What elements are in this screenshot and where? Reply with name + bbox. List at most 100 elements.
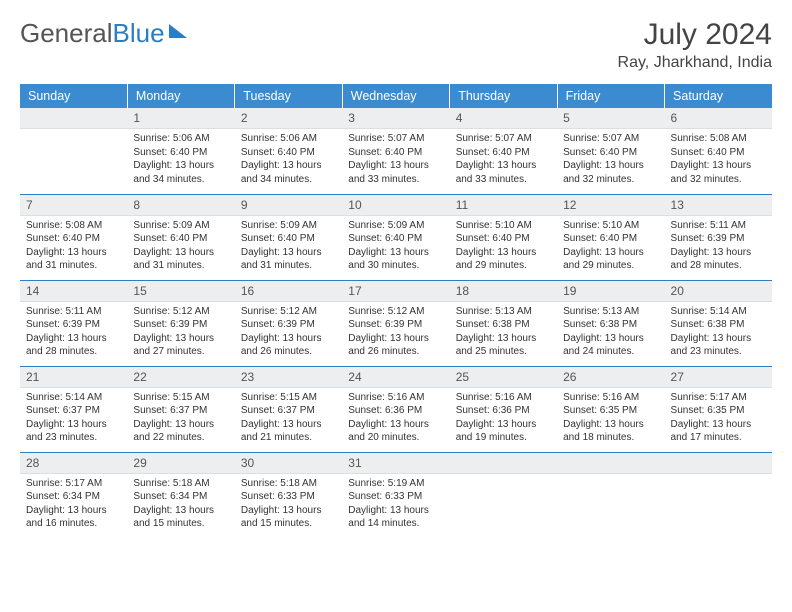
calendar-day-cell: 14Sunrise: 5:11 AMSunset: 6:39 PMDayligh… [20,280,127,366]
day-dl2: and 20 minutes. [348,431,443,445]
day-body: Sunrise: 5:07 AMSunset: 6:40 PMDaylight:… [557,129,664,192]
day-ss: Sunset: 6:34 PM [133,490,228,504]
day-dl2: and 16 minutes. [26,517,121,531]
day-dl2: and 15 minutes. [133,517,228,531]
day-number: 26 [557,367,664,388]
day-dl2: and 28 minutes. [26,345,121,359]
day-sr: Sunrise: 5:15 AM [133,391,228,405]
calendar-day-cell: 29Sunrise: 5:18 AMSunset: 6:34 PMDayligh… [127,452,234,538]
calendar-day-cell: 19Sunrise: 5:13 AMSunset: 6:38 PMDayligh… [557,280,664,366]
day-ss: Sunset: 6:35 PM [671,404,766,418]
day-dl1: Daylight: 13 hours [133,159,228,173]
calendar-day-cell: 30Sunrise: 5:18 AMSunset: 6:33 PMDayligh… [235,452,342,538]
day-dl2: and 32 minutes. [671,173,766,187]
day-number: 27 [665,367,772,388]
day-dl1: Daylight: 13 hours [241,332,336,346]
calendar-table: SundayMondayTuesdayWednesdayThursdayFrid… [20,84,772,538]
day-empty [20,108,127,129]
day-body: Sunrise: 5:18 AMSunset: 6:34 PMDaylight:… [127,474,234,537]
day-body: Sunrise: 5:16 AMSunset: 6:36 PMDaylight:… [342,388,449,451]
day-number: 15 [127,281,234,302]
day-body: Sunrise: 5:17 AMSunset: 6:35 PMDaylight:… [665,388,772,451]
weekday-header: Tuesday [235,84,342,108]
location-subtitle: Ray, Jharkhand, India [618,54,772,72]
calendar-week-row: 14Sunrise: 5:11 AMSunset: 6:39 PMDayligh… [20,280,772,366]
day-sr: Sunrise: 5:11 AM [671,219,766,233]
day-body: Sunrise: 5:15 AMSunset: 6:37 PMDaylight:… [127,388,234,451]
day-dl2: and 30 minutes. [348,259,443,273]
day-body: Sunrise: 5:15 AMSunset: 6:37 PMDaylight:… [235,388,342,451]
day-dl1: Daylight: 13 hours [456,418,551,432]
day-dl2: and 33 minutes. [456,173,551,187]
day-body: Sunrise: 5:08 AMSunset: 6:40 PMDaylight:… [20,216,127,279]
logo-triangle-icon [169,24,187,38]
day-dl1: Daylight: 13 hours [241,418,336,432]
day-body: Sunrise: 5:17 AMSunset: 6:34 PMDaylight:… [20,474,127,537]
day-dl2: and 14 minutes. [348,517,443,531]
day-number: 20 [665,281,772,302]
day-sr: Sunrise: 5:07 AM [456,132,551,146]
calendar-day-cell: 10Sunrise: 5:09 AMSunset: 6:40 PMDayligh… [342,194,449,280]
day-ss: Sunset: 6:33 PM [241,490,336,504]
logo: GeneralBlue [20,18,187,49]
day-sr: Sunrise: 5:09 AM [133,219,228,233]
day-dl1: Daylight: 13 hours [348,246,443,260]
day-dl1: Daylight: 13 hours [671,332,766,346]
calendar-day-cell: 1Sunrise: 5:06 AMSunset: 6:40 PMDaylight… [127,108,234,194]
calendar-day-cell: 18Sunrise: 5:13 AMSunset: 6:38 PMDayligh… [450,280,557,366]
calendar-day-cell: 21Sunrise: 5:14 AMSunset: 6:37 PMDayligh… [20,366,127,452]
day-number: 29 [127,453,234,474]
day-sr: Sunrise: 5:16 AM [456,391,551,405]
day-number: 28 [20,453,127,474]
day-number: 1 [127,108,234,129]
day-number: 6 [665,108,772,129]
logo-text-b: Blue [113,18,165,49]
day-sr: Sunrise: 5:15 AM [241,391,336,405]
day-dl1: Daylight: 13 hours [456,332,551,346]
day-ss: Sunset: 6:40 PM [241,232,336,246]
day-body: Sunrise: 5:13 AMSunset: 6:38 PMDaylight:… [557,302,664,365]
day-sr: Sunrise: 5:12 AM [348,305,443,319]
calendar-day-cell [557,452,664,538]
weekday-header: Sunday [20,84,127,108]
calendar-day-cell: 17Sunrise: 5:12 AMSunset: 6:39 PMDayligh… [342,280,449,366]
day-number: 4 [450,108,557,129]
day-body: Sunrise: 5:10 AMSunset: 6:40 PMDaylight:… [557,216,664,279]
day-number: 10 [342,195,449,216]
day-ss: Sunset: 6:39 PM [671,232,766,246]
calendar-header-row: SundayMondayTuesdayWednesdayThursdayFrid… [20,84,772,108]
day-number: 23 [235,367,342,388]
day-dl2: and 29 minutes. [563,259,658,273]
day-dl1: Daylight: 13 hours [133,418,228,432]
day-number: 25 [450,367,557,388]
day-ss: Sunset: 6:37 PM [241,404,336,418]
logo-text-a: General [20,18,113,49]
calendar-day-cell: 4Sunrise: 5:07 AMSunset: 6:40 PMDaylight… [450,108,557,194]
day-body: Sunrise: 5:16 AMSunset: 6:35 PMDaylight:… [557,388,664,451]
day-number: 14 [20,281,127,302]
day-dl2: and 15 minutes. [241,517,336,531]
day-ss: Sunset: 6:40 PM [348,232,443,246]
day-dl1: Daylight: 13 hours [348,159,443,173]
calendar-week-row: 21Sunrise: 5:14 AMSunset: 6:37 PMDayligh… [20,366,772,452]
day-number: 31 [342,453,449,474]
weekday-header: Friday [557,84,664,108]
day-number: 8 [127,195,234,216]
day-dl2: and 31 minutes. [241,259,336,273]
day-number: 30 [235,453,342,474]
calendar-day-cell: 7Sunrise: 5:08 AMSunset: 6:40 PMDaylight… [20,194,127,280]
calendar-day-cell: 8Sunrise: 5:09 AMSunset: 6:40 PMDaylight… [127,194,234,280]
day-ss: Sunset: 6:38 PM [563,318,658,332]
day-ss: Sunset: 6:40 PM [26,232,121,246]
day-sr: Sunrise: 5:17 AM [26,477,121,491]
day-body: Sunrise: 5:19 AMSunset: 6:33 PMDaylight:… [342,474,449,537]
calendar-day-cell: 20Sunrise: 5:14 AMSunset: 6:38 PMDayligh… [665,280,772,366]
calendar-day-cell: 3Sunrise: 5:07 AMSunset: 6:40 PMDaylight… [342,108,449,194]
day-ss: Sunset: 6:37 PM [133,404,228,418]
day-sr: Sunrise: 5:13 AM [563,305,658,319]
day-ss: Sunset: 6:39 PM [348,318,443,332]
day-ss: Sunset: 6:40 PM [241,146,336,160]
day-body: Sunrise: 5:12 AMSunset: 6:39 PMDaylight:… [342,302,449,365]
day-empty [557,453,664,474]
day-sr: Sunrise: 5:14 AM [26,391,121,405]
